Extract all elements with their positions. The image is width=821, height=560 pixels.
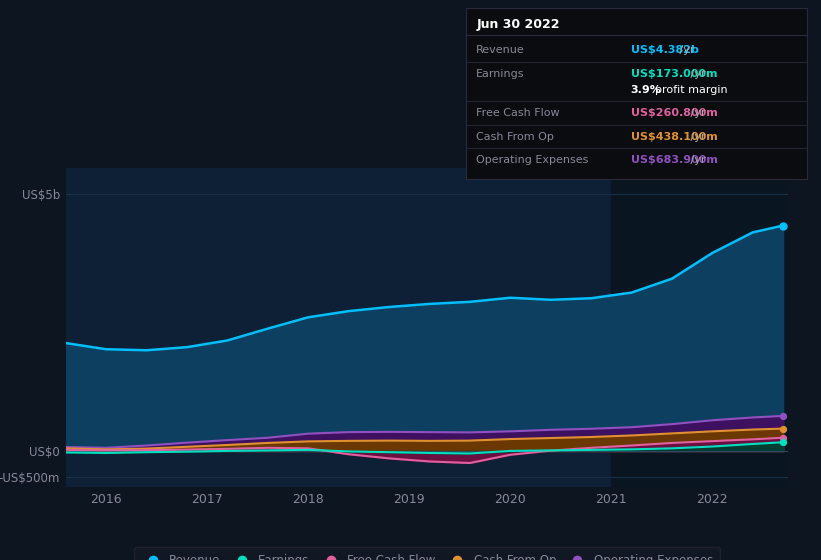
- Point: [777, 438, 790, 447]
- Text: Operating Expenses: Operating Expenses: [476, 155, 589, 165]
- Point: [777, 221, 790, 230]
- Text: /yr: /yr: [686, 108, 705, 118]
- Text: /yr: /yr: [686, 69, 705, 79]
- Text: Earnings: Earnings: [476, 69, 525, 79]
- Text: Revenue: Revenue: [476, 45, 525, 55]
- Text: /yr: /yr: [686, 155, 705, 165]
- Legend: Revenue, Earnings, Free Cash Flow, Cash From Op, Operating Expenses: Revenue, Earnings, Free Cash Flow, Cash …: [134, 547, 720, 560]
- Text: Cash From Op: Cash From Op: [476, 132, 554, 142]
- Text: US$260.800m: US$260.800m: [631, 108, 718, 118]
- Point: [777, 424, 790, 433]
- Text: Free Cash Flow: Free Cash Flow: [476, 108, 560, 118]
- Text: 3.9%: 3.9%: [631, 85, 662, 95]
- Point: [777, 412, 790, 421]
- Text: US$438.100m: US$438.100m: [631, 132, 718, 142]
- Text: US$173.000m: US$173.000m: [631, 69, 717, 79]
- Point: [777, 433, 790, 442]
- Text: Jun 30 2022: Jun 30 2022: [476, 17, 560, 31]
- Text: /yr: /yr: [677, 45, 695, 55]
- Text: US$683.900m: US$683.900m: [631, 155, 718, 165]
- Text: /yr: /yr: [686, 132, 705, 142]
- Text: profit margin: profit margin: [655, 85, 727, 95]
- Text: US$4.382b: US$4.382b: [631, 45, 699, 55]
- Bar: [612, 168, 788, 487]
